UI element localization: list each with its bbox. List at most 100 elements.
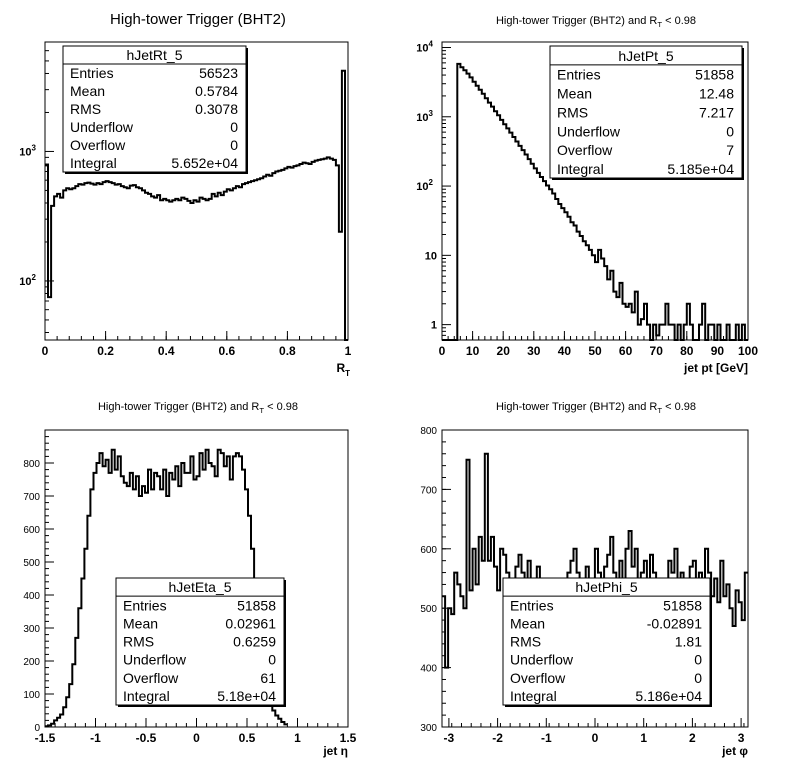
- x-tick-label: 60: [619, 344, 633, 358]
- chart-title: High-tower Trigger (BHT2) and RT < 0.98: [98, 401, 298, 415]
- x-tick-label: 0: [592, 731, 599, 745]
- stats-value: 0.02961: [225, 615, 276, 631]
- stats-value: 0: [694, 670, 702, 686]
- y-tick-label: 400: [420, 664, 437, 675]
- y-tick-label: 102: [416, 178, 433, 193]
- pad-eta-histogram: High-tower Trigger (BHT2) and RT < 0.98 -…: [23, 401, 356, 758]
- stats-label: Underflow: [510, 652, 574, 668]
- stats-value: 7.217: [699, 104, 734, 120]
- x-tick-label: 80: [680, 344, 694, 358]
- y-tick-label: 700: [23, 492, 40, 503]
- stats-value: 7: [726, 142, 734, 158]
- x-tick-label: -1: [90, 731, 101, 745]
- x-tick-label: 1: [640, 731, 647, 745]
- x-axis-label: RT: [336, 361, 350, 378]
- plot-frame: [44, 41, 349, 341]
- y-tick-label: 500: [420, 604, 437, 615]
- stats-name: hJetPhi_5: [575, 579, 637, 595]
- y-tick-label: 100: [23, 690, 40, 701]
- pad-phi-histogram: High-tower Trigger (BHT2) and RT < 0.98 -…: [420, 401, 749, 758]
- x-tick-label: 10: [466, 344, 480, 358]
- x-tick-label: 3: [738, 731, 745, 745]
- stats-box: hJetRt_5 Entries 56523 Mean 0.5784 RMS 0.3078 U…: [62, 45, 248, 174]
- stats-name: hJetEta_5: [168, 579, 231, 595]
- x-tick-label: 1.5: [340, 731, 357, 745]
- stats-label: Underflow: [557, 123, 621, 139]
- x-tick-label: 40: [558, 344, 572, 358]
- x-tick-label: -1.5: [35, 731, 56, 745]
- stats-value: 51858: [237, 597, 276, 613]
- y-tick-label: 103: [19, 143, 36, 158]
- stats-value: 0: [230, 119, 238, 135]
- y-tick-label: 10: [425, 250, 437, 262]
- stats-value: 0: [230, 137, 238, 153]
- stats-label: RMS: [70, 101, 101, 117]
- stats-label: RMS: [123, 634, 154, 650]
- stats-value: 5.18e+04: [217, 688, 276, 704]
- x-tick-label: 0.6: [218, 344, 235, 358]
- stats-value: 0: [694, 652, 702, 668]
- x-tick-label: 0: [193, 731, 200, 745]
- chart-title: High-tower Trigger (BHT2): [110, 11, 286, 28]
- stats-label: Entries: [123, 597, 167, 613]
- x-tick-label: 0: [439, 344, 446, 358]
- stats-name: hJetRt_5: [126, 47, 182, 63]
- stats-label: Underflow: [70, 119, 134, 135]
- stats-value: 0.6259: [233, 634, 276, 650]
- stats-label: Overflow: [123, 670, 179, 686]
- x-axis-label: jet η: [322, 744, 348, 758]
- x-tick-label: 20: [497, 344, 511, 358]
- histogram-line: [45, 448, 288, 728]
- stats-label: Underflow: [123, 652, 187, 668]
- stats-label: Mean: [510, 615, 545, 631]
- x-tick-label: 2: [689, 731, 696, 745]
- x-tick-label: 0.5: [239, 731, 256, 745]
- x-tick-label: 0.8: [279, 344, 296, 358]
- stats-value: 12.48: [699, 86, 734, 102]
- x-tick-label: 1: [345, 344, 352, 358]
- x-tick-label: -1: [541, 731, 552, 745]
- stats-value: 51858: [663, 597, 702, 613]
- stats-label: Mean: [123, 615, 158, 631]
- stats-label: Integral: [123, 688, 170, 704]
- x-tick-label: 50: [588, 344, 602, 358]
- stats-value: 56523: [199, 65, 238, 81]
- pad-pt-histogram: High-tower Trigger (BHT2) and RT < 0.98 0…: [416, 15, 758, 375]
- y-tick-label: 600: [23, 525, 40, 536]
- y-tick-label: 104: [416, 39, 433, 54]
- y-tick-label: 300: [23, 624, 40, 635]
- stats-label: Integral: [557, 161, 604, 177]
- stats-label: Entries: [510, 597, 554, 613]
- y-tick-label: 103: [416, 109, 433, 124]
- y-tick-label: 1: [431, 320, 437, 332]
- y-tick-label: 500: [23, 558, 40, 569]
- stats-label: Entries: [557, 67, 601, 83]
- stats-name: hJetPt_5: [618, 48, 673, 64]
- x-tick-label: 0: [42, 344, 49, 358]
- chart-title: High-tower Trigger (BHT2) and RT < 0.98: [496, 15, 696, 29]
- x-tick-label: 100: [738, 344, 758, 358]
- stats-label: Overflow: [70, 137, 126, 153]
- stats-value: 0: [268, 652, 276, 668]
- stats-value: 61: [260, 670, 276, 686]
- x-axis-label: jet pt [GeV]: [683, 361, 748, 375]
- stats-value: 0.5784: [195, 83, 238, 99]
- stats-label: Integral: [70, 155, 117, 171]
- stats-value: -0.02891: [647, 615, 702, 631]
- x-tick-label: 70: [650, 344, 664, 358]
- chart-title: High-tower Trigger (BHT2) and RT < 0.98: [496, 401, 696, 415]
- stats-value: 0: [726, 123, 734, 139]
- stats-box: hJetPhi_5 Entries 51858 Mean -0.02891 RMS 1.81…: [502, 577, 712, 707]
- x-tick-label: -0.5: [136, 731, 157, 745]
- x-axis-label: jet φ: [721, 744, 748, 758]
- y-tick-label: 600: [420, 545, 437, 556]
- stats-label: Overflow: [557, 142, 613, 158]
- stats-label: RMS: [510, 634, 541, 650]
- stats-value: 51858: [695, 67, 734, 83]
- stats-label: Overflow: [510, 670, 566, 686]
- histogram-line: [45, 69, 348, 341]
- y-tick-label: 400: [23, 591, 40, 602]
- stats-label: Integral: [510, 688, 557, 704]
